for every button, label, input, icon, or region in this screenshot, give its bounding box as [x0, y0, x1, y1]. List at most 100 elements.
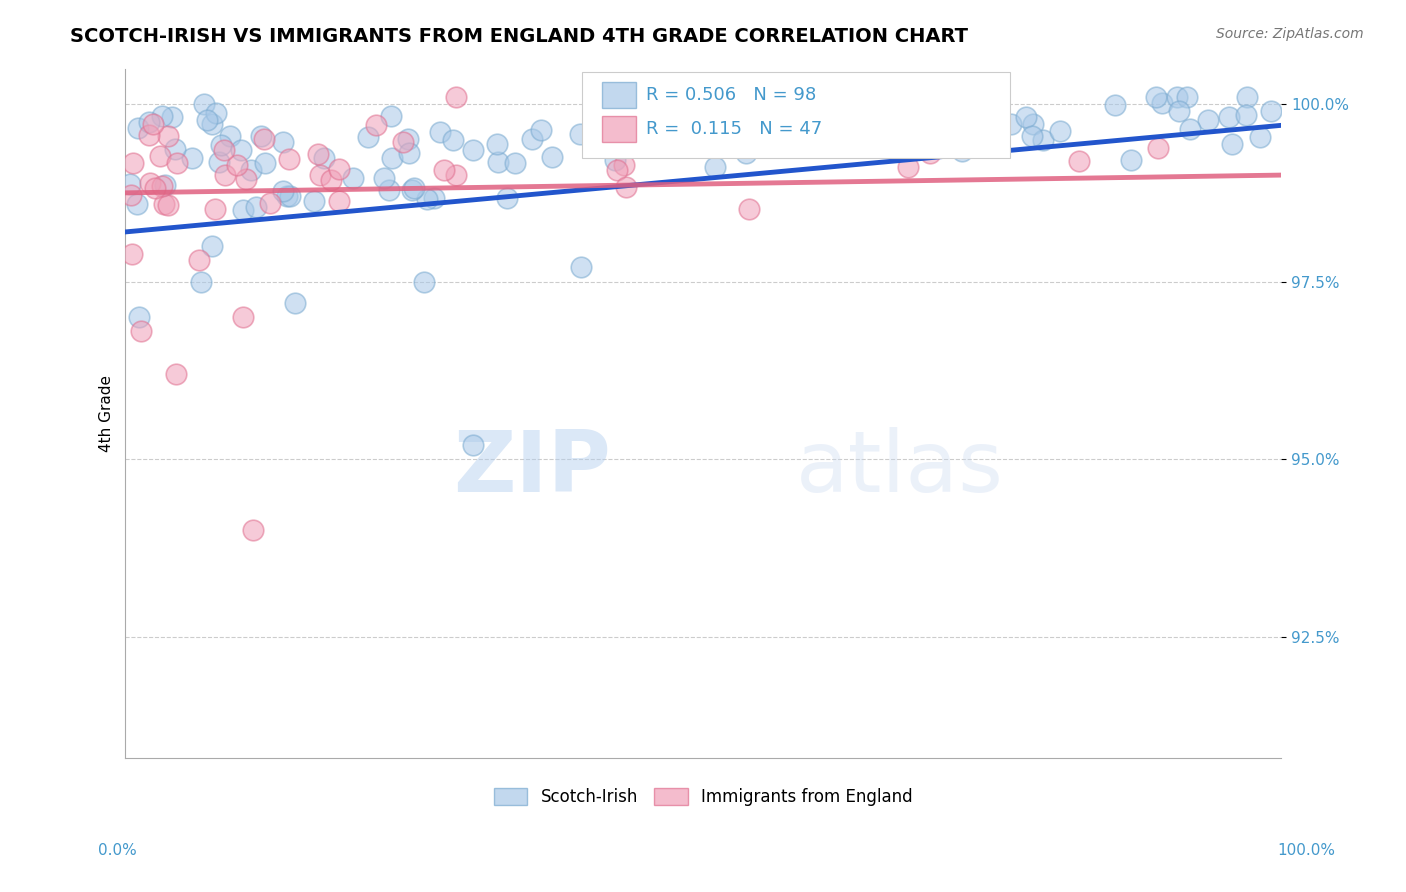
Point — [727, 128, 749, 142]
Point — [735, 146, 758, 161]
Text: R = 0.506   N = 98: R = 0.506 N = 98 — [645, 86, 815, 103]
Point — [138, 114, 160, 128]
Point — [869, 131, 891, 145]
Point — [204, 202, 226, 216]
Point — [413, 275, 436, 289]
Point — [249, 128, 271, 143]
Point — [201, 117, 224, 131]
Point — [613, 158, 636, 172]
Point — [155, 178, 177, 193]
Point — [679, 100, 702, 114]
Point — [378, 183, 401, 197]
Point — [232, 202, 254, 217]
Point — [357, 130, 380, 145]
Point — [380, 110, 402, 124]
Point — [568, 128, 591, 142]
Point — [212, 143, 235, 157]
Point — [461, 438, 484, 452]
Point — [541, 150, 564, 164]
Point — [429, 125, 451, 139]
Point — [423, 190, 446, 204]
Text: 100.0%: 100.0% — [1278, 843, 1336, 858]
Point — [877, 134, 900, 148]
Point — [118, 178, 141, 192]
FancyBboxPatch shape — [602, 81, 637, 108]
Point — [503, 156, 526, 170]
Point — [392, 135, 415, 149]
Text: 0.0%: 0.0% — [98, 843, 138, 858]
Point — [235, 172, 257, 186]
Point — [1032, 133, 1054, 147]
Point — [401, 183, 423, 197]
Point — [1175, 90, 1198, 104]
Text: R =  0.115   N = 47: R = 0.115 N = 47 — [645, 120, 821, 138]
Point — [125, 197, 148, 211]
Point — [1022, 117, 1045, 131]
Legend: Scotch-Irish, Immigrants from England: Scotch-Irish, Immigrants from England — [485, 780, 921, 814]
Point — [127, 120, 149, 135]
Point — [433, 163, 456, 178]
Point — [120, 188, 142, 202]
Point — [1234, 108, 1257, 122]
Text: Source: ZipAtlas.com: Source: ZipAtlas.com — [1216, 27, 1364, 41]
Point — [441, 133, 464, 147]
Point — [239, 163, 262, 178]
Point — [121, 246, 143, 260]
Point — [496, 191, 519, 205]
Point — [139, 176, 162, 190]
Point — [461, 143, 484, 157]
Point — [276, 189, 298, 203]
Point — [160, 110, 183, 124]
Point — [737, 202, 759, 217]
Point — [278, 188, 301, 202]
Point — [156, 129, 179, 144]
Point — [195, 113, 218, 128]
Point — [621, 135, 644, 149]
Text: atlas: atlas — [796, 426, 1004, 509]
Point — [142, 117, 165, 131]
Point — [402, 181, 425, 195]
Point — [957, 124, 980, 138]
Point — [946, 133, 969, 147]
Text: ZIP: ZIP — [453, 426, 610, 509]
Point — [193, 96, 215, 111]
Point — [903, 112, 925, 126]
Point — [129, 325, 152, 339]
Point — [319, 173, 342, 187]
Point — [1015, 110, 1038, 124]
Point — [1220, 136, 1243, 151]
Text: SCOTCH-IRISH VS IMMIGRANTS FROM ENGLAND 4TH GRADE CORRELATION CHART: SCOTCH-IRISH VS IMMIGRANTS FROM ENGLAND … — [70, 27, 969, 45]
Point — [165, 142, 187, 156]
Point — [446, 168, 468, 182]
Point — [253, 156, 276, 170]
Point — [307, 147, 329, 161]
Point — [416, 192, 439, 206]
Point — [569, 260, 592, 275]
Point — [907, 128, 929, 143]
Point — [242, 524, 264, 538]
Point — [284, 296, 307, 310]
Point — [201, 239, 224, 253]
Point — [1197, 112, 1219, 127]
FancyBboxPatch shape — [582, 72, 1010, 158]
Point — [1144, 90, 1167, 104]
Point — [1150, 96, 1173, 111]
Point — [214, 168, 236, 182]
Point — [614, 179, 637, 194]
Point — [485, 137, 508, 152]
Point — [1104, 97, 1126, 112]
Point — [1236, 90, 1258, 104]
Point — [1049, 124, 1071, 138]
Point — [1180, 121, 1202, 136]
Point — [373, 171, 395, 186]
Point — [396, 132, 419, 146]
Point — [1167, 103, 1189, 118]
Point — [312, 151, 335, 165]
Point — [143, 181, 166, 195]
Point — [209, 138, 232, 153]
Point — [128, 310, 150, 325]
Point — [188, 253, 211, 268]
Point — [190, 275, 212, 289]
Point — [328, 194, 350, 208]
Point — [966, 105, 988, 120]
